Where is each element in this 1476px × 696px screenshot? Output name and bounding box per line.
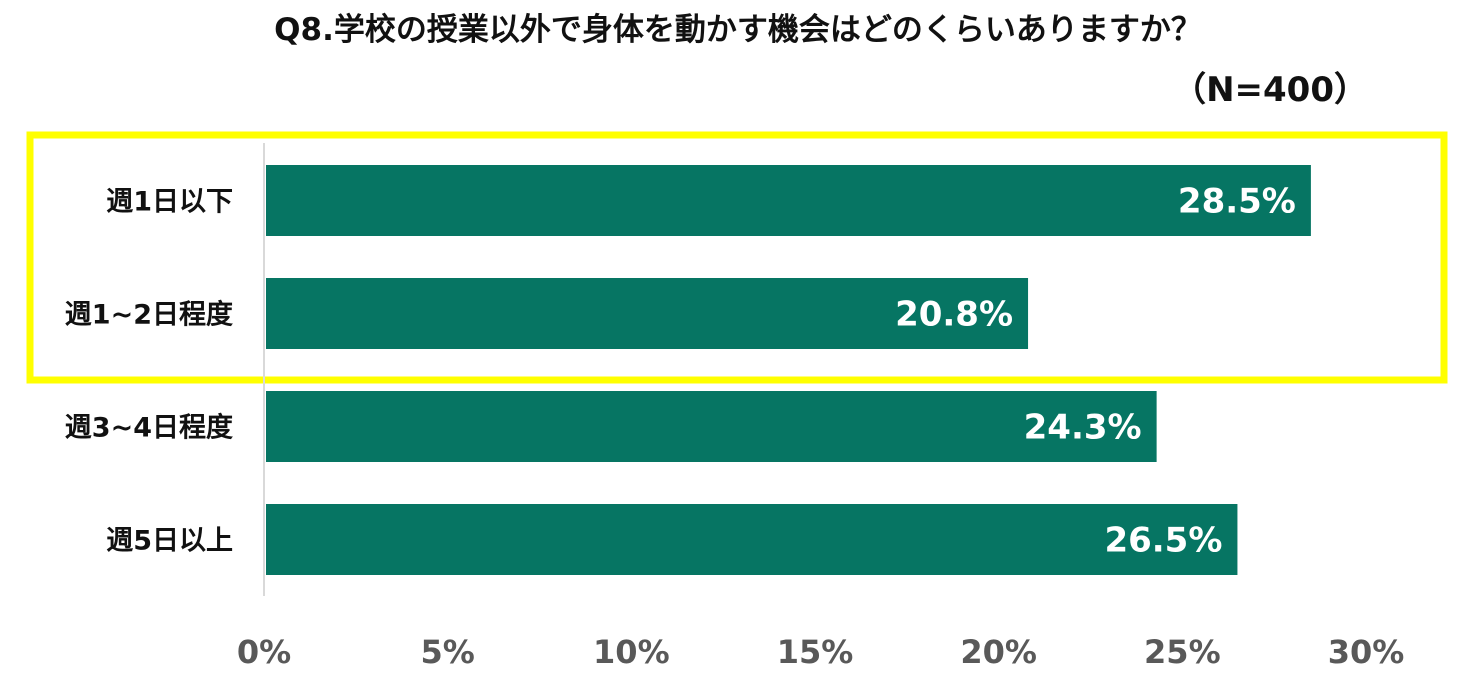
x-tick-label: 10% bbox=[593, 633, 670, 671]
category-label: 週1~2日程度 bbox=[65, 299, 233, 331]
category-label: 週5日以上 bbox=[106, 526, 233, 557]
value-label: 24.3% bbox=[1024, 408, 1142, 448]
value-label: 20.8% bbox=[895, 295, 1013, 335]
x-tick-label: 15% bbox=[777, 633, 854, 671]
bar bbox=[266, 391, 1157, 462]
bar bbox=[266, 278, 1029, 349]
x-tick-label: 25% bbox=[1144, 633, 1221, 671]
bar bbox=[266, 504, 1238, 575]
highlight-frame bbox=[26, 131, 1448, 384]
sample-size-label: （N=400） bbox=[1172, 70, 1368, 110]
category-label: 週3~4日程度 bbox=[65, 412, 233, 444]
category-label: 週1日以下 bbox=[106, 187, 233, 218]
chart-title: Q8.学校の授業以外で身体を動かす機会はどのくらいありますか？ bbox=[274, 12, 1202, 48]
x-tick-label: 0% bbox=[237, 633, 291, 671]
value-label: 28.5% bbox=[1178, 182, 1296, 222]
x-tick-label: 30% bbox=[1328, 633, 1405, 671]
x-tick-label: 20% bbox=[960, 633, 1037, 671]
value-label: 26.5% bbox=[1104, 521, 1222, 561]
x-tick-label: 5% bbox=[421, 633, 475, 671]
bar bbox=[266, 165, 1311, 236]
